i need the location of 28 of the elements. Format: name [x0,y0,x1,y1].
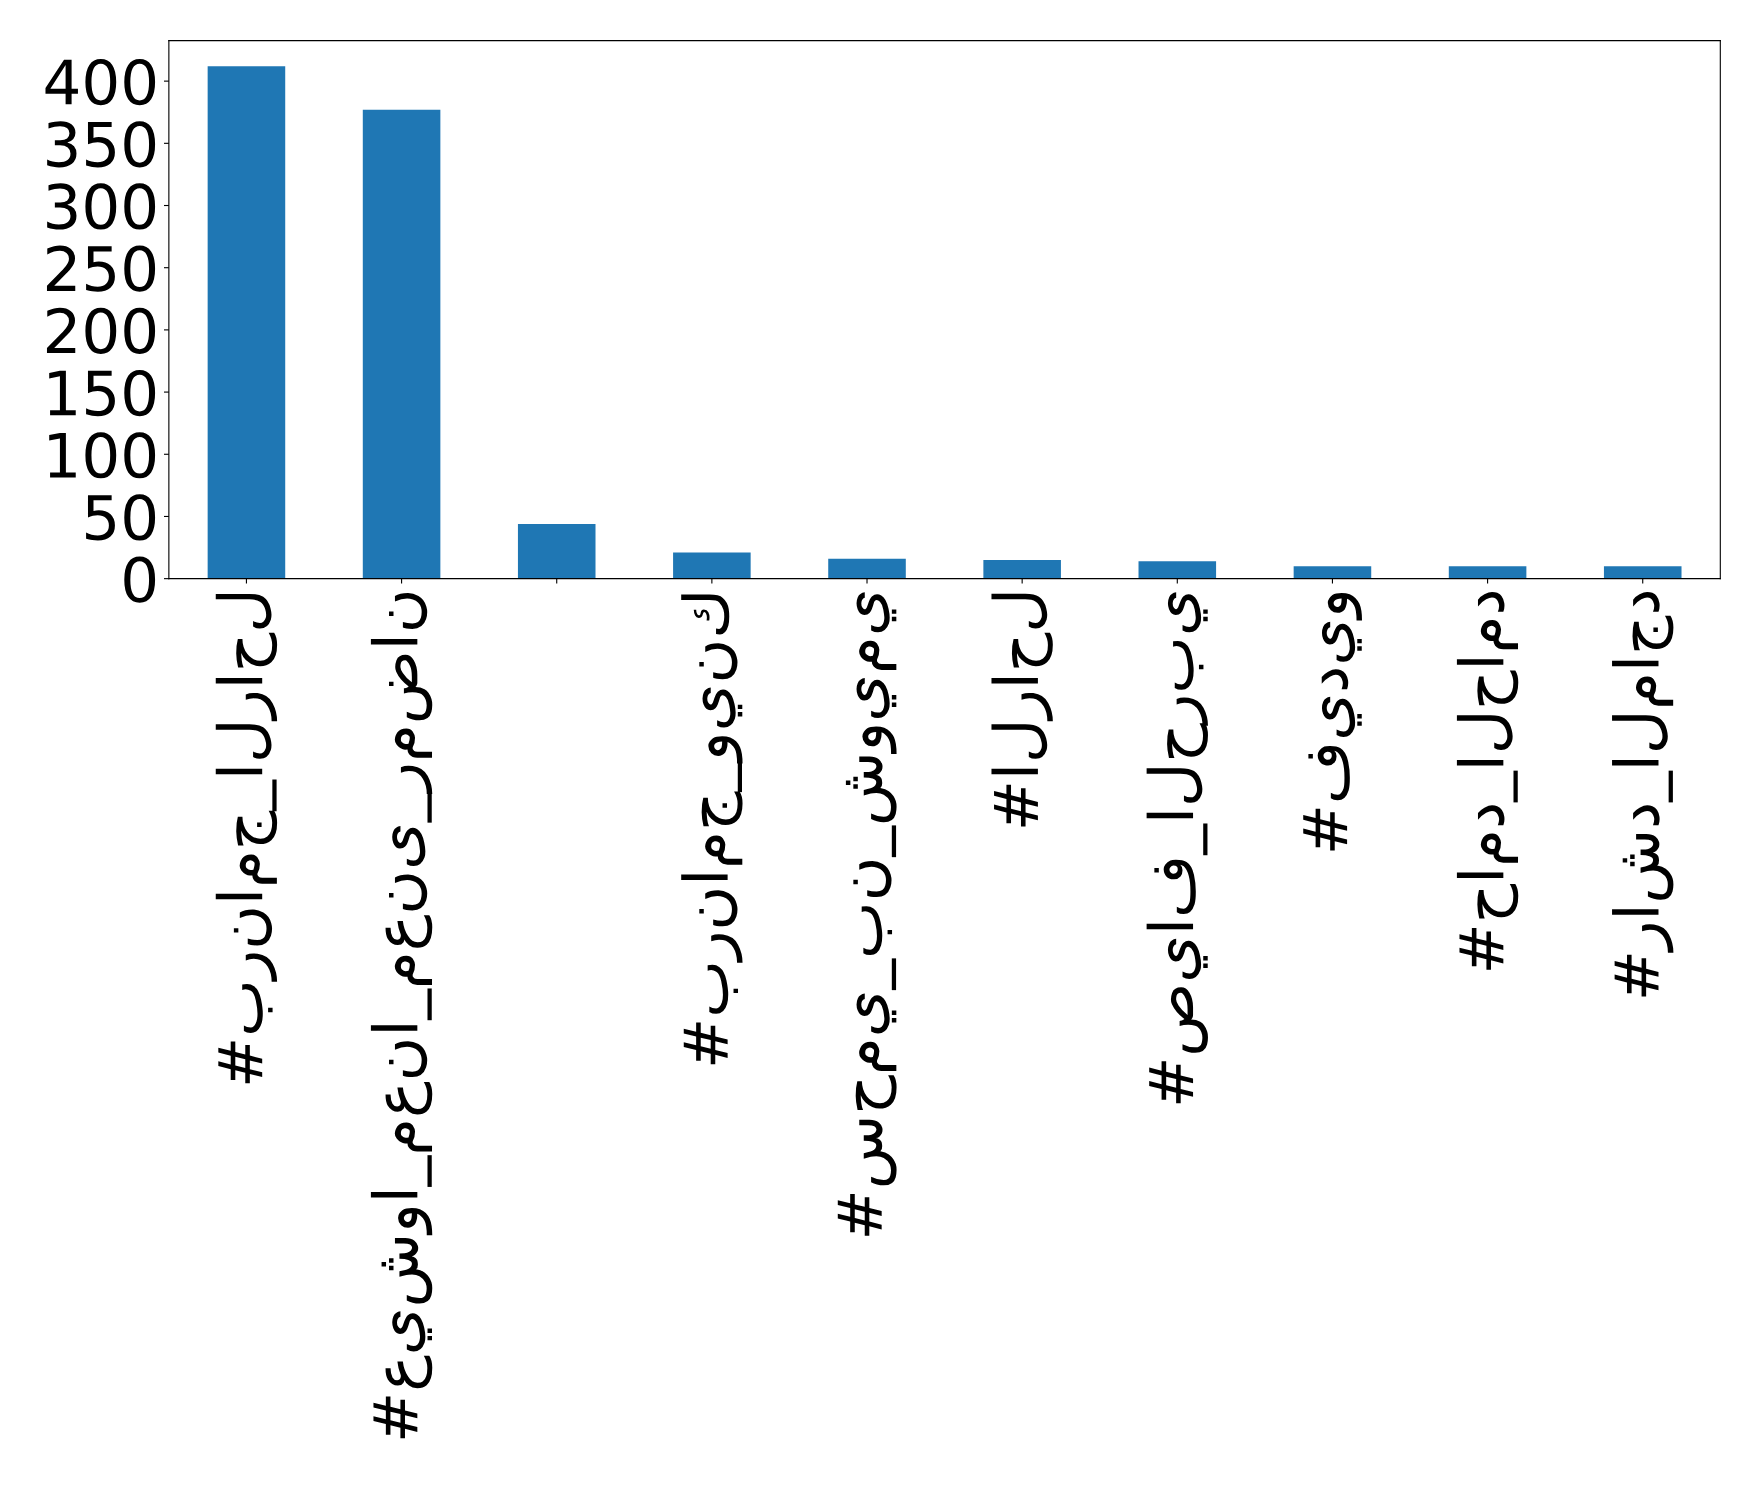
bar [207,66,286,579]
x-tick-label: #الراحل [991,593,1053,827]
bar [362,109,441,579]
y-tick-label: 100 [49,432,156,479]
bar [1603,566,1682,579]
x-tick-label: #برنامج_وينك [681,594,743,1065]
y-tick-label: 50 [86,494,156,541]
y-tick-label: 350 [47,121,156,168]
bar [517,523,596,579]
x-tick-label: #حامد_الحامد [1456,591,1519,970]
bar [1293,566,1372,579]
y-tick-label: 300 [47,183,156,230]
bar [828,558,906,579]
x-tick-label: #عيشوا_معنا_معنى_رمضان [370,592,433,1439]
x-tick-label: #برنامج_الراحل [215,593,278,1084]
bar [983,560,1061,579]
y-tick-label: 400 [45,58,156,106]
y-tick-label: 0 [124,556,156,603]
bar [1448,566,1527,579]
y-tick-label: 250 [46,245,156,292]
y-tick-label: 200 [46,307,156,354]
x-tick-label: #فيديو [1303,593,1363,851]
bar [1138,561,1217,579]
x-tick-label: #راشد_الماجد [1612,591,1674,997]
x-tick-label: #سحمي_بن_شويمي [837,592,897,1236]
bar [673,552,751,579]
y-tick-label: 150 [49,369,156,417]
x-tick-label: #صياف_الحربي [1146,592,1208,1104]
